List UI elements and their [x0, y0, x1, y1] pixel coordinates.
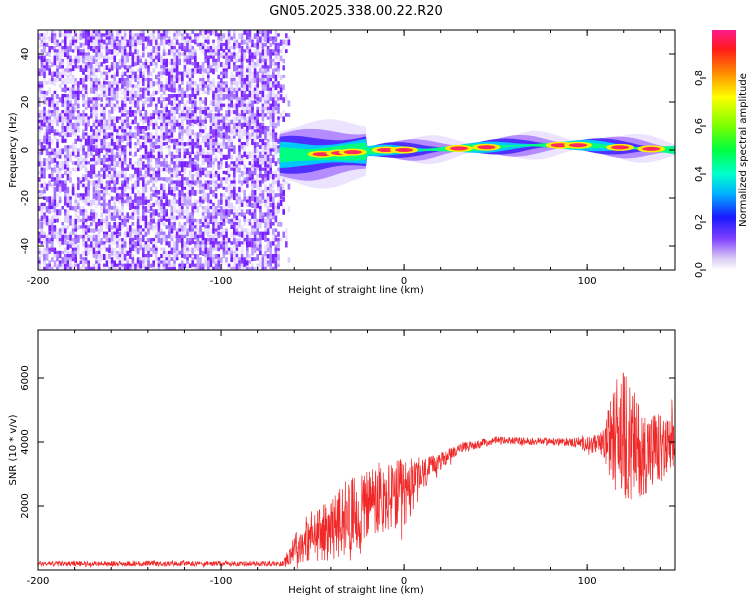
colorbar-tick-label: 0.6: [694, 118, 705, 134]
snr-ylabel: SNR (10 * v/v): [8, 414, 19, 485]
x-tick-label: -200: [27, 576, 50, 587]
signal-hotspot-core: [450, 146, 469, 151]
y-tick-label: 6000: [20, 365, 31, 390]
signal-hotspot-core: [611, 145, 630, 150]
spectrogram-xlabel: Height of straight line (km): [288, 285, 424, 296]
spectrogram-signal-band: [279, 119, 675, 189]
x-tick-label: -100: [210, 276, 233, 287]
x-tick-label: 0: [401, 276, 407, 287]
y-tick-label: 40: [20, 48, 31, 61]
signal-hotspot-core: [395, 148, 414, 152]
signal-hotspot-core: [568, 143, 587, 148]
y-tick-label: 0: [20, 147, 31, 153]
y-tick-label: -40: [20, 238, 31, 254]
snr-ticks: -200 -100 0 100 2000 4000 6000: [20, 330, 675, 587]
y-tick-label: -20: [20, 190, 31, 206]
colorbar: 0.0 0.2 0.4 0.6 0.8 Normalized spectral ampl…: [694, 30, 749, 278]
colorbar-tick-label: 0.8: [694, 70, 705, 86]
signal-hotspot-core: [376, 148, 395, 152]
signal-hotspot-core: [642, 146, 661, 151]
colorbar-tick-label: 0.4: [694, 166, 705, 182]
signal-hotspot-core: [550, 143, 569, 148]
colorbar-label: Normalized spectral amplitude: [738, 73, 749, 227]
colorbar-ticks: 0.0 0.2 0.4 0.6 0.8: [694, 70, 706, 278]
x-tick-label: -200: [27, 276, 50, 287]
x-tick-label: 0: [401, 576, 407, 587]
y-tick-label: 2000: [20, 493, 31, 518]
x-tick-label: -100: [210, 576, 233, 587]
x-tick-label: 100: [578, 276, 597, 287]
snr-xlabel: Height of straight line (km): [288, 585, 424, 596]
snr-plot: -200 -100 0 100 2000 4000 6000 Height of strai…: [8, 329, 676, 596]
colorbar-tick-label: 0.0: [694, 262, 705, 278]
y-tick-label: 4000: [20, 429, 31, 454]
colorbar-gradient: [712, 30, 736, 270]
snr-series-line: [38, 372, 675, 569]
signal-hotspot-core: [477, 145, 496, 150]
y-tick-label: 20: [20, 96, 31, 109]
signal-hotspot-core: [343, 150, 362, 155]
colorbar-tick-label: 0.2: [694, 214, 705, 230]
x-tick-label: 100: [578, 576, 597, 587]
chart-title: GN05.2025.338.00.22.R20: [269, 4, 443, 19]
spectrogram-noise-cells: [38, 30, 291, 270]
spectrogram-ylabel: Frequency (Hz): [8, 112, 19, 188]
snr-frame: [37, 329, 676, 571]
